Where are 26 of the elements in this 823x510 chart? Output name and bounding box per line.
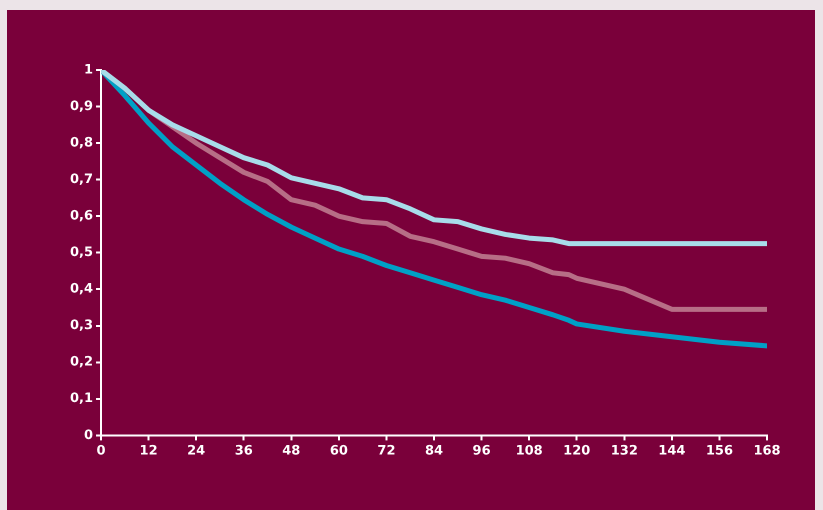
y-tick-label: 0,3 bbox=[70, 318, 94, 334]
x-tick-label: 156 bbox=[706, 444, 733, 459]
y-tick-label: 0,5 bbox=[70, 245, 94, 260]
x-tick-label: 108 bbox=[516, 444, 543, 459]
x-tick-label: 120 bbox=[563, 444, 590, 459]
x-tick-label: 12 bbox=[140, 444, 158, 459]
x-tick-label: 0 bbox=[96, 444, 106, 459]
y-tick-label: 0,9 bbox=[70, 98, 94, 114]
x-tick-label: 72 bbox=[377, 444, 396, 459]
y-tick-label: 0,8 bbox=[70, 135, 94, 150]
y-tick-label: 0,4 bbox=[70, 282, 94, 297]
y-tick-label: 0,1 bbox=[70, 391, 94, 406]
x-tick-label: 96 bbox=[472, 444, 491, 459]
x-tick-label: 24 bbox=[187, 444, 206, 459]
x-tick-label: 60 bbox=[330, 444, 348, 459]
x-tick-label: 36 bbox=[234, 444, 253, 459]
x-tick-label: 84 bbox=[424, 444, 444, 459]
y-tick-label: 0,2 bbox=[70, 354, 94, 370]
y-tick-label: 0 bbox=[84, 428, 94, 443]
x-tick-label: 144 bbox=[658, 444, 686, 459]
y-tick-label: 0,6 bbox=[70, 208, 94, 224]
y-tick-label: 0,7 bbox=[70, 172, 94, 187]
x-tick-label: 168 bbox=[753, 444, 781, 459]
x-tick-label: 48 bbox=[282, 444, 300, 459]
y-tick-label: 1 bbox=[84, 62, 94, 78]
x-tick-label: 132 bbox=[610, 444, 638, 459]
